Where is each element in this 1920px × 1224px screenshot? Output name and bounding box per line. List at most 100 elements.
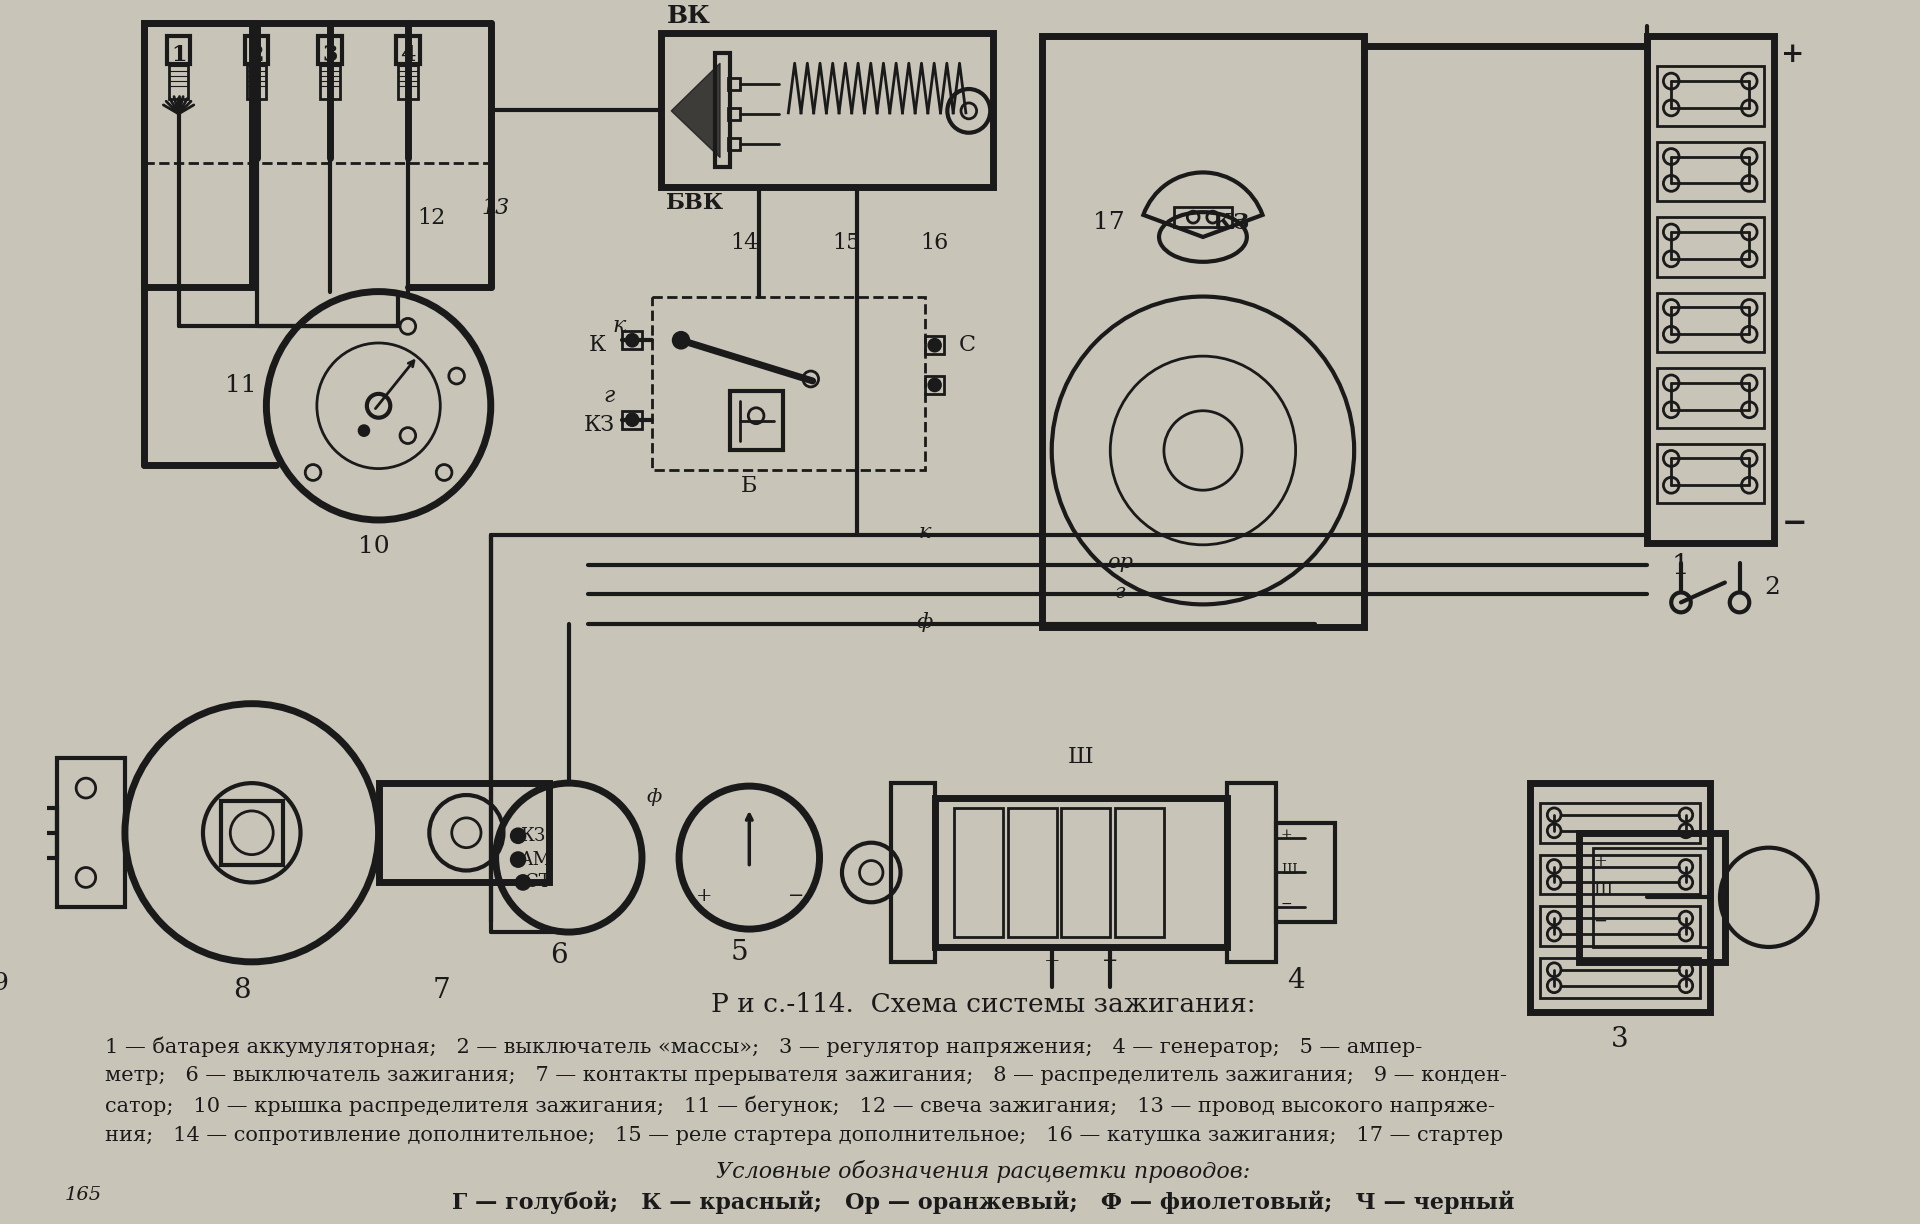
Text: ния;   14 — сопротивление дополнительное;   15 — реле стартера дополнительное;  : ния; 14 — сопротивление дополнительное; … — [106, 1126, 1503, 1144]
Text: 1: 1 — [1670, 553, 1690, 580]
Text: 15: 15 — [833, 233, 860, 255]
Bar — [1227, 783, 1277, 962]
Text: 1: 1 — [171, 44, 186, 66]
Bar — [1043, 37, 1363, 627]
Text: 2: 2 — [1764, 577, 1780, 599]
Text: С: С — [960, 334, 975, 356]
Bar — [730, 390, 783, 450]
Text: Ш: Ш — [1068, 747, 1094, 769]
Circle shape — [626, 334, 637, 346]
Text: 7: 7 — [434, 977, 451, 1004]
Bar — [954, 808, 1002, 938]
Text: 3: 3 — [1611, 1027, 1628, 1054]
Bar — [728, 108, 739, 120]
Bar — [1277, 823, 1334, 922]
Text: метр;   6 — выключатель зажигания;   7 — контакты прерывателя зажигания;   8 — р: метр; 6 — выключатель зажигания; 7 — кон… — [106, 1066, 1507, 1086]
Bar — [319, 37, 342, 64]
Bar — [1173, 207, 1233, 228]
Text: Ш: Ш — [1281, 863, 1296, 876]
Bar — [248, 64, 267, 99]
Text: 8: 8 — [232, 977, 252, 1004]
Text: +: + — [1281, 827, 1292, 842]
Bar — [1540, 906, 1701, 946]
Bar — [662, 33, 993, 187]
Bar — [321, 64, 340, 99]
Bar — [925, 376, 945, 394]
Bar — [1540, 958, 1701, 998]
Text: КЗ: КЗ — [520, 826, 545, 845]
Text: ф: ф — [916, 612, 933, 633]
Text: +: + — [695, 887, 712, 906]
Bar — [169, 64, 188, 99]
Text: КЗ: КЗ — [584, 414, 614, 436]
Text: −: − — [1782, 508, 1807, 539]
Text: ор: ор — [1108, 553, 1133, 572]
Text: +: + — [1782, 42, 1805, 69]
Bar — [1657, 217, 1764, 277]
Text: Г — голубой;   К — красный;   Ор — оранжевый;   Ф — фиолетовый;   Ч — черный: Г — голубой; К — красный; Ор — оранжевый… — [453, 1190, 1515, 1214]
Text: −: − — [789, 887, 804, 906]
Bar — [622, 332, 641, 349]
Text: +: + — [1594, 853, 1607, 869]
Text: 3: 3 — [323, 44, 338, 66]
Text: К: К — [588, 334, 605, 356]
Circle shape — [511, 853, 524, 867]
Text: −: − — [1281, 897, 1292, 912]
Bar — [13, 808, 56, 858]
Bar — [651, 296, 925, 470]
Bar — [728, 78, 739, 91]
Bar — [1594, 848, 1711, 947]
Bar — [167, 37, 190, 64]
Text: 17: 17 — [1092, 211, 1125, 234]
Bar — [622, 411, 641, 428]
Circle shape — [511, 829, 524, 842]
Text: Ш: Ш — [1594, 883, 1613, 900]
Text: 165: 165 — [65, 1186, 102, 1204]
Text: Условные обозначения расцветки проводов:: Условные обозначения расцветки проводов: — [716, 1160, 1250, 1184]
Text: Б: Б — [741, 475, 758, 497]
Bar — [1657, 368, 1764, 427]
Text: ф: ф — [647, 788, 662, 807]
Circle shape — [929, 379, 941, 390]
Text: 10: 10 — [357, 535, 390, 558]
Text: 6: 6 — [551, 942, 568, 969]
Bar — [1540, 854, 1701, 895]
Text: к: к — [918, 523, 931, 542]
Bar — [728, 137, 739, 149]
Text: сатор;   10 — крышка распределителя зажигания;   11 — бегунок;   12 — свеча зажи: сатор; 10 — крышка распределителя зажига… — [106, 1095, 1496, 1116]
Circle shape — [359, 426, 369, 436]
Text: 4: 4 — [1286, 967, 1304, 994]
Text: г: г — [603, 384, 614, 406]
Text: г: г — [1116, 583, 1125, 601]
Bar — [1062, 808, 1110, 938]
Bar — [1657, 66, 1764, 126]
Bar — [1647, 37, 1774, 542]
Bar — [1540, 803, 1701, 842]
Bar — [397, 64, 417, 99]
Text: 12: 12 — [417, 207, 445, 229]
Text: 13: 13 — [482, 197, 509, 219]
Bar — [1578, 832, 1724, 962]
Text: к: к — [612, 316, 626, 338]
Text: АМ: АМ — [520, 851, 553, 869]
Text: 2: 2 — [250, 44, 265, 66]
Circle shape — [929, 339, 941, 351]
Text: −: − — [1594, 912, 1607, 929]
Text: 11: 11 — [225, 375, 257, 398]
Text: −: − — [1102, 952, 1119, 969]
Bar — [714, 54, 730, 168]
Bar — [221, 800, 282, 864]
Bar — [1530, 783, 1711, 1011]
Text: 16: 16 — [920, 233, 948, 255]
Bar — [144, 23, 252, 286]
Text: 5: 5 — [732, 939, 749, 966]
Bar — [1657, 293, 1764, 353]
Text: 1 — батарея аккумуляторная;   2 — выключатель «массы»;   3 — регулятор напряжени: 1 — батарея аккумуляторная; 2 — выключат… — [106, 1037, 1423, 1056]
Bar — [396, 37, 420, 64]
Bar — [56, 759, 125, 907]
Bar — [246, 37, 269, 64]
Bar — [891, 783, 935, 962]
Text: +: + — [1043, 952, 1060, 969]
Bar — [1008, 808, 1056, 938]
Text: БВК: БВК — [666, 192, 724, 214]
